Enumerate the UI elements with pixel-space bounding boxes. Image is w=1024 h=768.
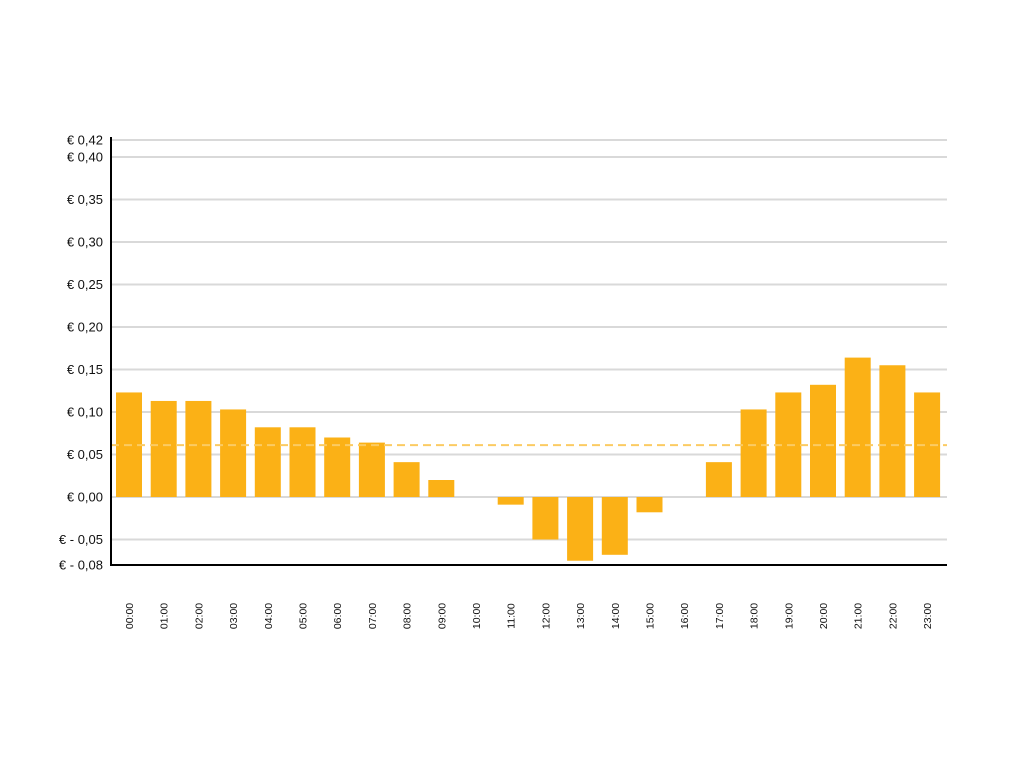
x-tick-label: 06:00 [332, 603, 344, 629]
x-tick-label: 15:00 [645, 603, 657, 629]
bar [705, 462, 732, 497]
bar [393, 462, 420, 497]
grid-lines [111, 139, 947, 541]
x-tick-label: 19:00 [783, 603, 795, 629]
bars [116, 357, 941, 561]
y-tick-label: € - 0,08 [59, 558, 103, 573]
x-tick-label: 21:00 [853, 603, 865, 629]
bar [879, 365, 906, 497]
x-tick-label: 17:00 [714, 603, 726, 629]
x-tick-label: 18:00 [749, 603, 761, 629]
y-tick-label: € - 0,05 [59, 532, 103, 547]
x-tick-label: 09:00 [436, 603, 448, 629]
bar [185, 400, 212, 497]
x-tick-label: 08:00 [402, 603, 414, 629]
bar [497, 497, 524, 505]
bar [150, 400, 177, 497]
y-tick-label: € 0,42 [67, 133, 103, 148]
axes [110, 137, 947, 566]
bar [428, 480, 455, 497]
x-tick-label: 16:00 [679, 603, 691, 629]
x-tick-label: 22:00 [887, 603, 899, 629]
x-tick-label: 14:00 [610, 603, 622, 629]
y-tick-labels: € - 0,08 € - 0,05 € 0,00 € 0,05 € 0,10 € 0,15… [59, 133, 103, 573]
bar [740, 409, 767, 497]
x-tick-label: 07:00 [367, 603, 379, 629]
bar [810, 384, 836, 497]
y-tick-label: € 0,25 [67, 277, 103, 292]
x-tick-labels: 00:00 01:00 02:00 03:00 04:00 05:00 06:00 07:00… [124, 603, 934, 629]
y-tick-label: € 0,15 [67, 362, 103, 377]
x-tick-label: 20:00 [818, 603, 830, 629]
bar [601, 497, 628, 555]
bar [844, 357, 871, 497]
x-tick-label: 05:00 [298, 603, 310, 629]
bar [324, 437, 351, 497]
bar [532, 497, 559, 540]
y-tick-label: € 0,30 [67, 235, 103, 250]
y-tick-label: € 0,00 [67, 490, 103, 505]
bar [289, 427, 316, 497]
x-tick-label: 04:00 [263, 603, 275, 629]
y-tick-label: € 0,05 [67, 447, 103, 462]
x-tick-label: 02:00 [193, 603, 205, 629]
x-tick-label: 11:00 [506, 603, 518, 629]
bar [220, 409, 247, 497]
bar [636, 497, 663, 513]
y-tick-label: € 0,10 [67, 405, 103, 420]
x-tick-label: 23:00 [922, 603, 934, 629]
x-tick-label: 03:00 [228, 603, 240, 629]
bar [567, 497, 594, 561]
x-tick-label: 12:00 [540, 603, 552, 629]
bar [254, 427, 281, 497]
y-tick-label: € 0,35 [67, 192, 103, 207]
x-tick-label: 13:00 [575, 603, 587, 629]
x-tick-label: 00:00 [124, 603, 136, 629]
y-tick-label: € 0,20 [67, 320, 103, 335]
bar [358, 442, 385, 497]
y-tick-label: € 0,40 [67, 150, 103, 165]
x-tick-label: 10:00 [471, 603, 483, 629]
x-tick-label: 01:00 [159, 603, 171, 629]
